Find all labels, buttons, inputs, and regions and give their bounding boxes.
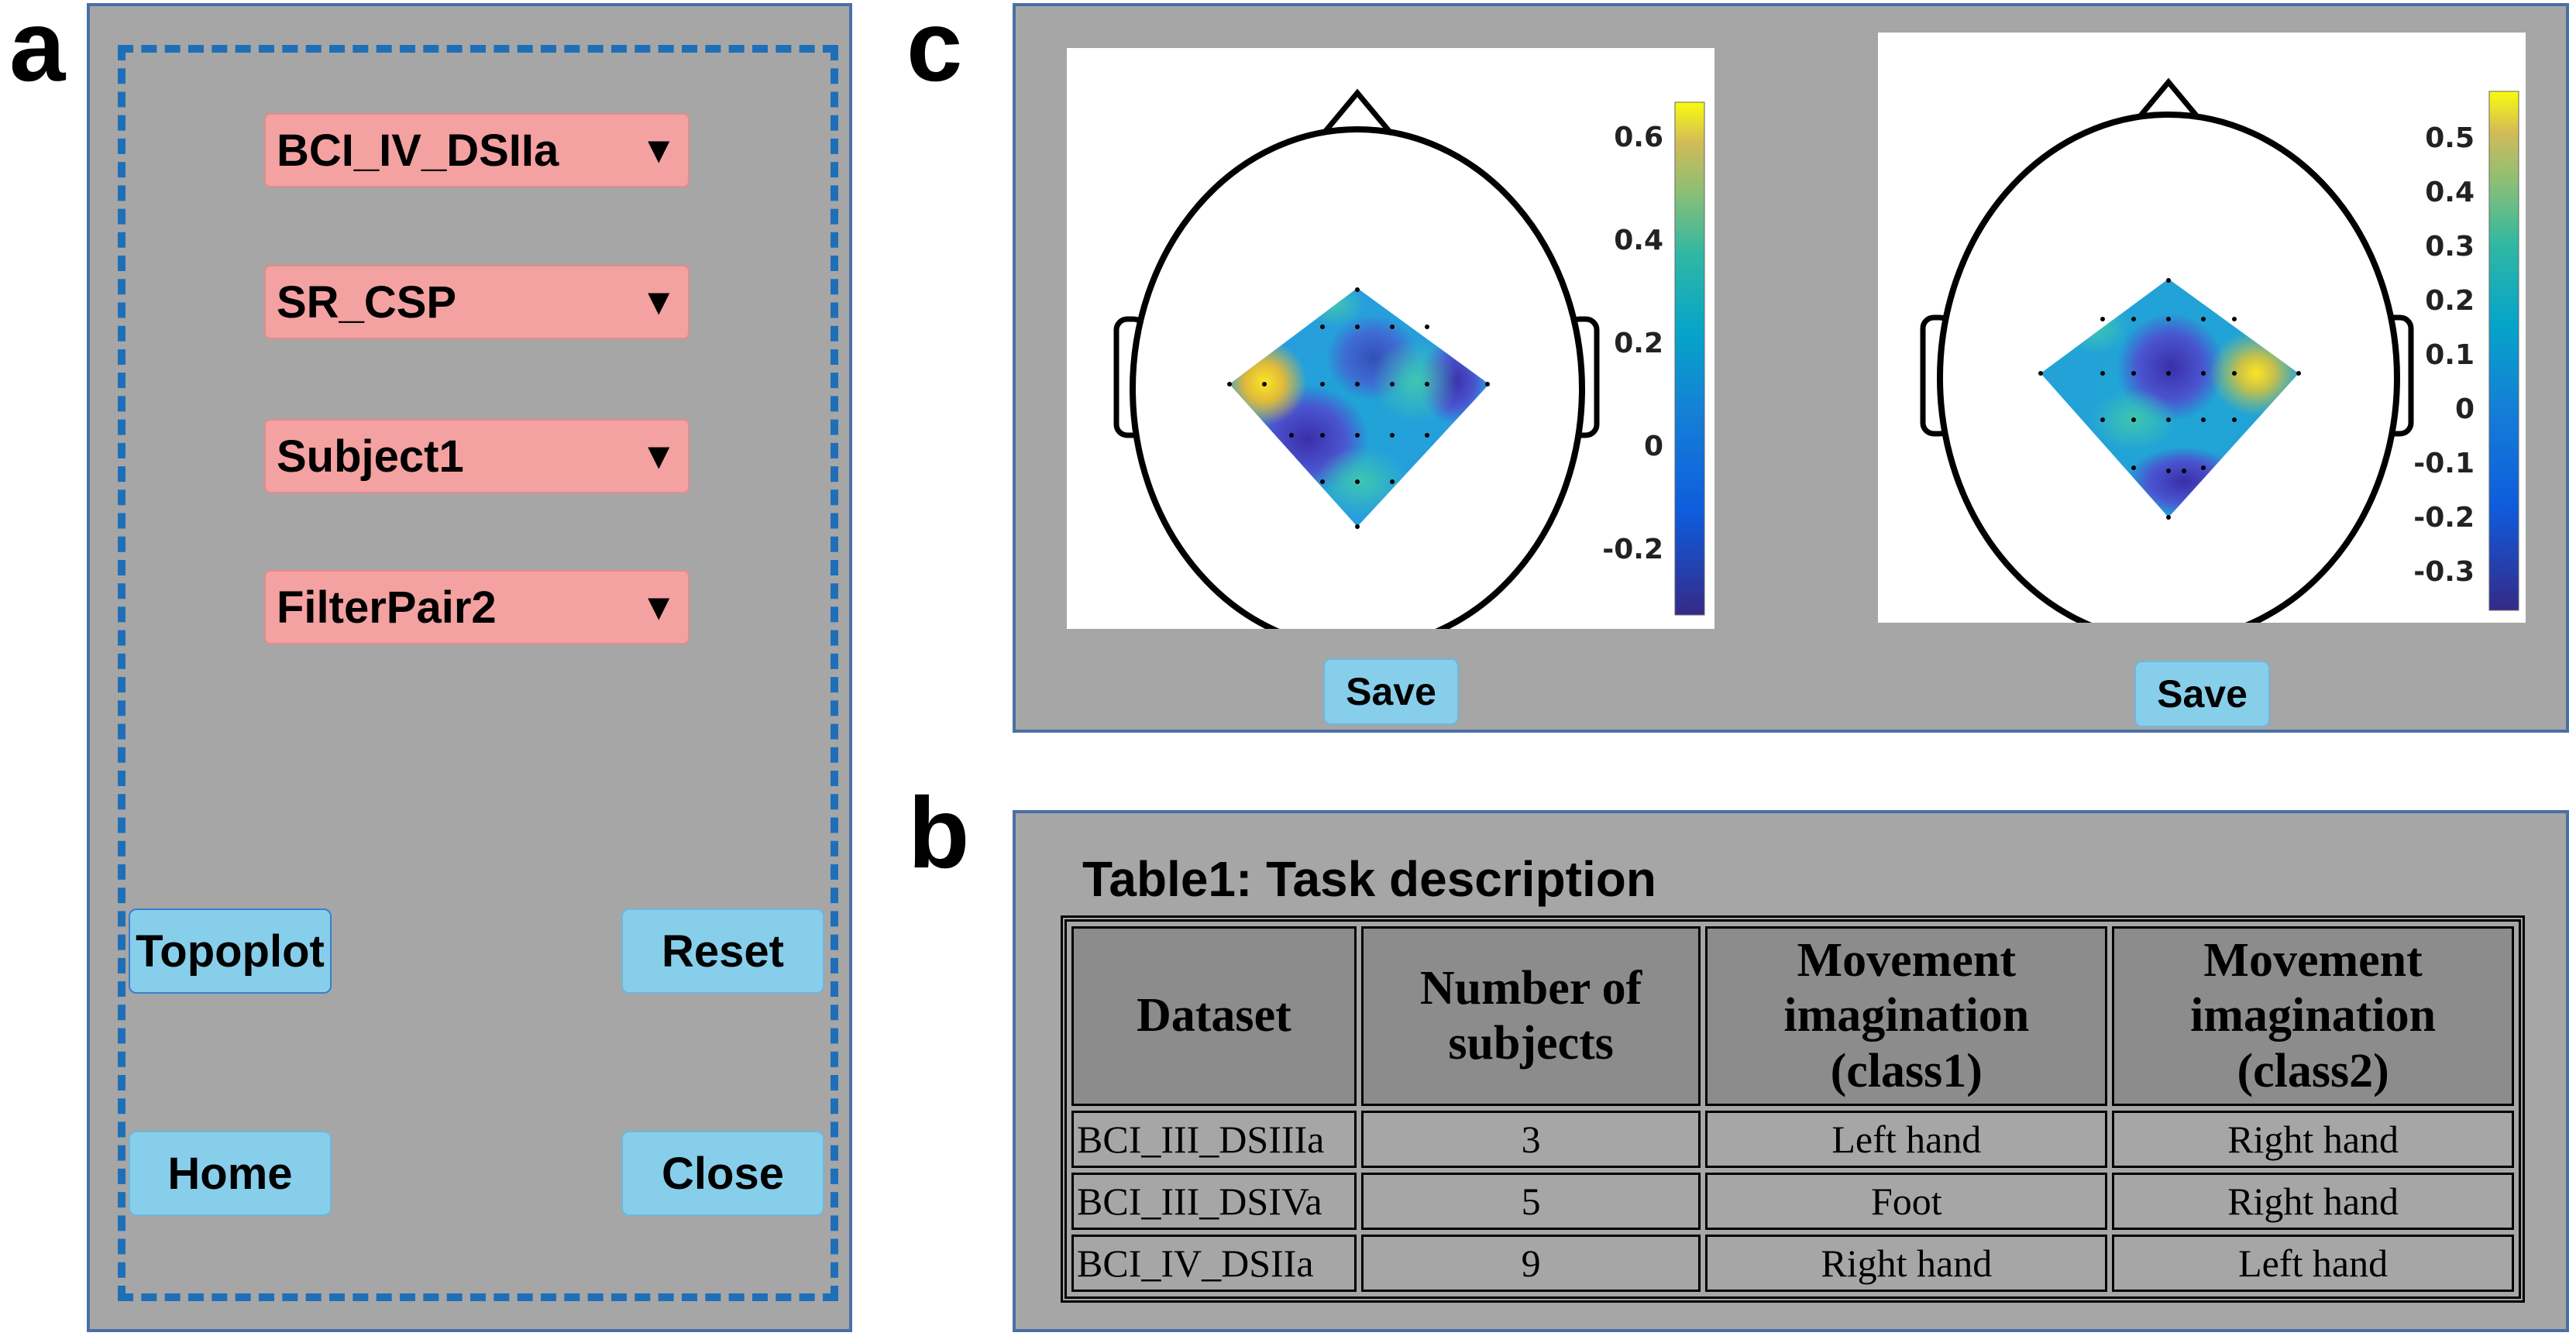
colorbar-2-tick: 0.5 <box>2425 122 2475 154</box>
electrode-dots-1 <box>1227 287 1490 529</box>
filterpair-dropdown[interactable]: FilterPair2 ▼ <box>264 570 690 644</box>
colorbar-1-tick: 0.2 <box>1614 328 1663 359</box>
colorbar-1-tick: 0.6 <box>1614 122 1663 153</box>
table-cell: Right hand <box>2112 1110 2514 1168</box>
colorbar-1-tick: -0.2 <box>1602 534 1663 565</box>
subject-dropdown[interactable]: Subject1 ▼ <box>264 419 690 493</box>
table-cell: BCI_IV_DSIIa <box>1071 1234 1357 1292</box>
subject-dropdown-value: Subject1 <box>277 431 464 482</box>
colorbar-1 <box>1674 101 1705 616</box>
home-button[interactable]: Home <box>129 1131 332 1216</box>
table-row: BCI_III_DSIVa 5 Foot Right hand <box>1071 1172 2514 1230</box>
table-cell: BCI_III_DSIIIa <box>1071 1110 1357 1168</box>
panel-label-a: a <box>9 0 66 102</box>
colorbar-2-tick: 0.1 <box>2425 339 2475 371</box>
table-title: Table1: Task description <box>1082 851 1656 907</box>
task-table-panel: Table1: Task description Dataset Number … <box>1013 810 2569 1332</box>
close-button[interactable]: Close <box>621 1131 824 1216</box>
head-map-1: 0.6 0.4 0.2 0 -0.2 <box>1113 88 1705 651</box>
electrode-dots-2 <box>2038 278 2301 520</box>
panel-label-c: c <box>906 0 963 102</box>
head-map-2: 0.5 0.4 0.3 0.2 0.1 0 -0.1 -0.2 -0.3 <box>1920 77 2519 644</box>
header-dataset: Dataset <box>1071 926 1357 1106</box>
topoplot-1: 0.6 0.4 0.2 0 -0.2 <box>1067 48 1714 651</box>
colorbar-1-tick: 0 <box>1644 431 1663 462</box>
colorbar-2-tick: 0.4 <box>2425 177 2475 208</box>
topoplot-panel: 0.6 0.4 0.2 0 -0.2 Save <box>1013 3 2569 733</box>
colorbar-2-tick: -0.2 <box>2413 502 2475 534</box>
chevron-down-icon: ▼ <box>640 586 677 628</box>
reset-button[interactable]: Reset <box>621 908 824 994</box>
header-number-of-subjects: Number of subjects <box>1360 926 1701 1106</box>
table-cell: 3 <box>1360 1110 1701 1168</box>
filterpair-dropdown-value: FilterPair2 <box>277 582 497 633</box>
colorbar-2-tick: -0.1 <box>2413 448 2475 479</box>
colorbar-2-tick: 0 <box>2455 393 2475 425</box>
chevron-down-icon: ▼ <box>640 129 677 171</box>
table-cell: 5 <box>1360 1172 1701 1230</box>
table-cell: Foot <box>1705 1172 2108 1230</box>
header-class2: Movement imagination (class2) <box>2112 926 2514 1106</box>
save-button-2[interactable]: Save <box>2134 661 2270 727</box>
control-panel: BCI_IV_DSIIa ▼ SR_CSP ▼ Subject1 ▼ Filte… <box>87 3 852 1332</box>
dashed-frame <box>118 45 838 1301</box>
table-cell: BCI_III_DSIVa <box>1071 1172 1357 1230</box>
colorbar-2-tick: 0.2 <box>2425 285 2475 317</box>
dataset-dropdown[interactable]: BCI_IV_DSIIa ▼ <box>264 113 690 187</box>
colorbar-1-tick: 0.4 <box>1614 225 1663 256</box>
colorbar-2 <box>2488 91 2519 611</box>
save-button-1[interactable]: Save <box>1323 658 1459 725</box>
dataset-dropdown-value: BCI_IV_DSIIa <box>277 125 559 176</box>
method-dropdown-value: SR_CSP <box>277 276 457 328</box>
table-cell: Right hand <box>2112 1172 2514 1230</box>
table-cell: Left hand <box>1705 1110 2108 1168</box>
nose-icon <box>1320 88 1395 137</box>
topoplot-2: 0.5 0.4 0.3 0.2 0.1 0 -0.1 -0.2 -0.3 <box>1878 33 2526 644</box>
table-cell: Right hand <box>1705 1234 2108 1292</box>
header-class1: Movement imagination (class1) <box>1705 926 2108 1106</box>
table-row: BCI_III_DSIIIa 3 Left hand Right hand <box>1071 1110 2514 1168</box>
task-description-table: Dataset Number of subjects Movement imag… <box>1061 915 2525 1303</box>
method-dropdown[interactable]: SR_CSP ▼ <box>264 265 690 339</box>
table-row: BCI_IV_DSIIa 9 Right hand Left hand <box>1071 1234 2514 1292</box>
table-cell: Left hand <box>2112 1234 2514 1292</box>
panel-label-b: b <box>908 776 970 889</box>
colorbar-2-tick: 0.3 <box>2425 231 2475 263</box>
chevron-down-icon: ▼ <box>640 281 677 323</box>
colorbar-2-tick: -0.3 <box>2413 556 2475 588</box>
topoplot-button[interactable]: Topoplot <box>129 908 332 994</box>
chevron-down-icon: ▼ <box>640 435 677 477</box>
table-cell: 9 <box>1360 1234 1701 1292</box>
